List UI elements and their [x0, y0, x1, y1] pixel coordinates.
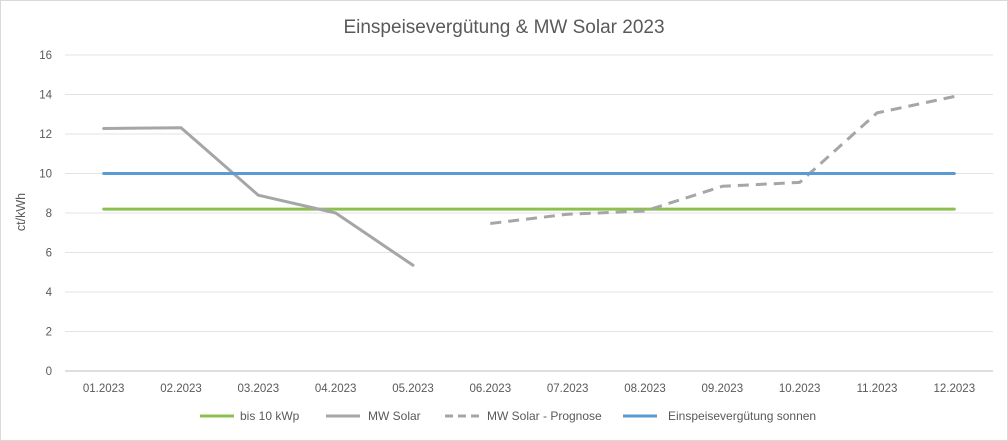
- x-tick-label: 09.2023: [702, 383, 744, 395]
- y-tick-label: 12: [39, 129, 52, 141]
- legend-label: bis 10 kWp: [240, 409, 300, 423]
- y-tick-label: 14: [39, 90, 52, 102]
- x-tick-label: 04.2023: [315, 383, 357, 395]
- y-tick-label: 6: [46, 248, 52, 260]
- legend-label: MW Solar - Prognose: [487, 409, 602, 423]
- x-tick-label: 01.2023: [83, 383, 125, 395]
- legend-label: Einspeisevergütung sonnen: [668, 409, 816, 423]
- x-tick-label: 11.2023: [857, 383, 898, 395]
- x-tick-label: 12.2023: [934, 383, 976, 395]
- x-tick-label: 05.2023: [392, 383, 434, 395]
- x-tick-label: 06.2023: [470, 383, 512, 395]
- y-tick-label: 0: [46, 366, 52, 378]
- x-tick-label: 08.2023: [624, 383, 666, 395]
- y-tick-label: 8: [46, 208, 52, 220]
- y-tick-label: 2: [46, 327, 52, 339]
- legend: bis 10 kWp MW Solar MW Solar - Prognose Ein…: [200, 409, 816, 423]
- y-tick-label: 4: [46, 287, 53, 299]
- x-tick-label: 07.2023: [547, 383, 589, 395]
- y-tick-label: 16: [39, 50, 52, 62]
- y-axis-label: ct/kWh: [14, 193, 28, 231]
- y-tick-label: 10: [39, 169, 52, 181]
- legend-label: MW Solar: [368, 409, 421, 423]
- y-axis-ticks: 0 2 4 6 8 10 12 14 16: [39, 50, 52, 378]
- gridlines: [65, 54, 993, 372]
- x-axis-ticks: 01.2023 02.2023 03.2023 04.2023 05.2023 06.20…: [83, 383, 975, 395]
- series-lines: [102, 95, 956, 267]
- series-line-mw-solar: [102, 126, 415, 267]
- x-tick-label: 10.2023: [779, 383, 821, 395]
- x-tick-label: 02.2023: [160, 383, 202, 395]
- chart-title: Einspeisevergütung & MW Solar 2023: [343, 17, 664, 38]
- x-tick-label: 03.2023: [238, 383, 280, 395]
- series-line-mw-solar-prognose: [490, 95, 955, 225]
